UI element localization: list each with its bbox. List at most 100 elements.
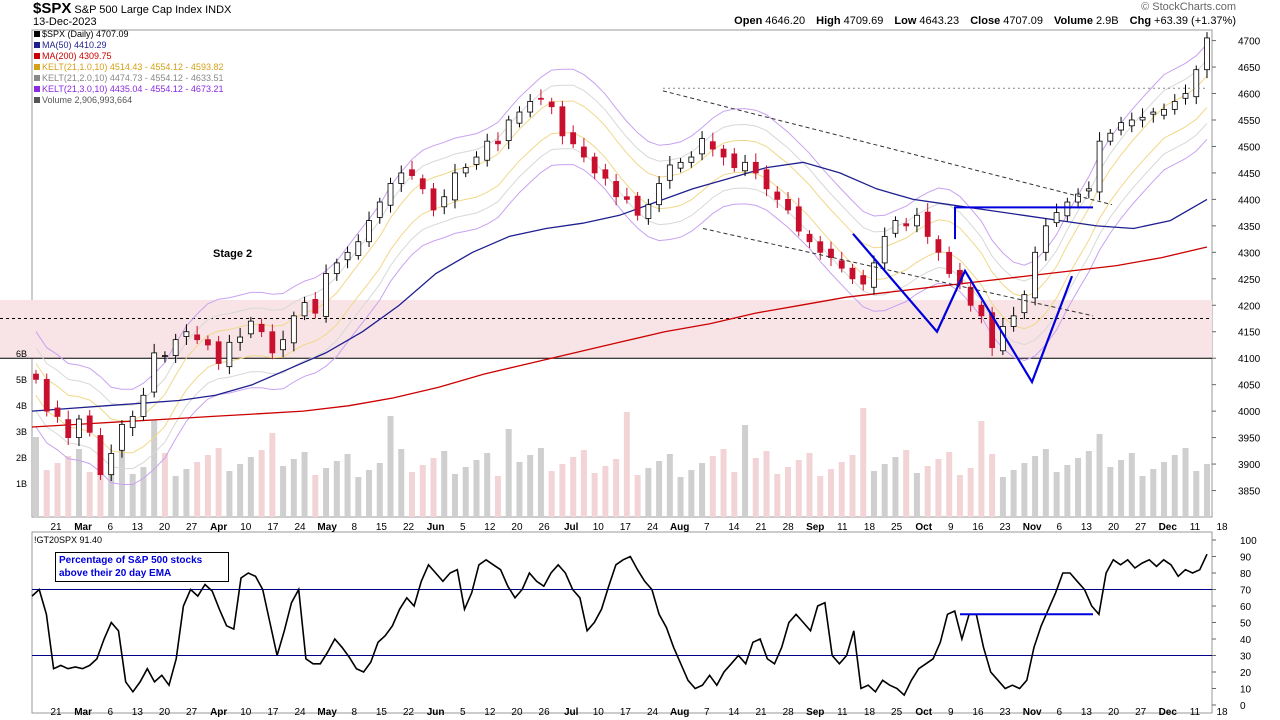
volume-bar (1053, 472, 1060, 517)
volume-bar (656, 461, 663, 517)
volume-bar (226, 471, 233, 517)
close-value: 4707.09 (1003, 15, 1043, 27)
chg-label: Chg (1129, 15, 1152, 27)
volume-bar (1075, 458, 1082, 517)
volume-bar (333, 461, 340, 517)
volume-tick-label: 6B (16, 349, 27, 359)
candle-body (967, 286, 974, 306)
x-tick-label: 22 (403, 522, 415, 533)
y-tick-label: 4650 (1238, 63, 1261, 74)
volume-bar (1182, 448, 1189, 517)
candle-body (1128, 119, 1135, 127)
x-tick-label: 5 (460, 707, 466, 718)
y-tick-label: 4350 (1238, 222, 1261, 233)
volume-tick-label: 3B (16, 427, 27, 437)
volume-bar (634, 475, 641, 517)
indicator-legend: !GT20SPX 91.40 (34, 535, 103, 545)
volume-bar (376, 463, 383, 517)
legend-entry: MA(200) 4309.75 (34, 51, 223, 62)
candle-body (1204, 37, 1210, 71)
ind-y-tick-label: 90 (1240, 553, 1252, 564)
candle-body (441, 196, 448, 208)
x-tick-label: 27 (1135, 522, 1147, 533)
volume-bar (161, 453, 168, 517)
close-label: Close (970, 15, 1001, 27)
y-tick-label: 4550 (1238, 116, 1261, 127)
candle-body (473, 156, 480, 165)
candle-body (162, 355, 168, 357)
candle-body (752, 161, 759, 174)
y-tick-label: 4100 (1238, 354, 1261, 365)
volume-bar (1204, 464, 1210, 517)
volume-bar (709, 456, 716, 517)
volume-bar (1032, 456, 1039, 517)
candle-body (1118, 122, 1124, 131)
volume-bar (419, 465, 426, 517)
volume-tick-label: 2B (16, 453, 27, 463)
legend-entry: Volume 2,906,993,664 (34, 95, 223, 106)
x-tick-label: 9 (948, 522, 954, 533)
candle-body (237, 336, 244, 343)
indicator-note-line1: Percentage of S&P 500 stocks (59, 555, 203, 566)
chart-title: $SPX S&P 500 Large Cap Index INDX (33, 0, 231, 17)
volume-bar (312, 475, 319, 517)
stage-label: Stage 2 (213, 248, 253, 260)
volume-bar (999, 477, 1006, 517)
ind-y-tick-label: 40 (1240, 635, 1252, 646)
ind-y-tick-label: 70 (1240, 586, 1252, 597)
x-tick-label: Oct (915, 707, 932, 718)
volume-bar (774, 474, 781, 517)
x-tick-label: 18 (864, 707, 876, 718)
volume-bar (989, 454, 996, 517)
volume-bar (1118, 460, 1125, 517)
candle-body (881, 236, 888, 264)
candle-body (33, 373, 39, 380)
chart-date: 13-Dec-2023 (33, 16, 97, 28)
x-tick-label: 12 (484, 707, 496, 718)
x-tick-label: 16 (972, 522, 984, 533)
candle-body (645, 204, 652, 219)
x-tick-label: 20 (1108, 522, 1120, 533)
candle-body (1107, 132, 1114, 142)
x-tick-label: 13 (132, 522, 144, 533)
candle-body (1075, 193, 1081, 203)
x-tick-label: Apr (210, 707, 227, 718)
x-tick-label: Jul (564, 522, 579, 533)
volume-bar (129, 474, 136, 517)
volume-bar (366, 470, 373, 517)
volume-bar (516, 462, 523, 517)
candle-body (1021, 294, 1028, 314)
candle-body (677, 161, 684, 169)
candle-body (86, 415, 93, 433)
x-tick-label: 6 (107, 522, 113, 533)
volume-bar (1085, 451, 1092, 517)
x-tick-label: 6 (1057, 707, 1063, 718)
low-label: Low (894, 15, 917, 27)
volume-bar (677, 477, 684, 517)
candle-body (204, 339, 211, 346)
open-label: Open (734, 15, 763, 27)
x-tick-label: 15 (376, 522, 388, 533)
y-tick-label: 4500 (1238, 142, 1261, 153)
candle-body (548, 101, 555, 108)
ma200-line (31, 246, 1208, 428)
legend-text: KELT(21,1.0,10) 4514.43 - 4554.12 - 4593… (42, 62, 224, 72)
legend-swatch (34, 75, 40, 81)
volume-bar (1107, 467, 1114, 517)
volume-bar (978, 421, 985, 517)
double-bottom-pattern (852, 233, 1074, 385)
candle-body (387, 183, 394, 206)
y-tick-label: 4600 (1238, 90, 1261, 101)
legend-text: Volume 2,906,993,664 (42, 95, 133, 105)
legend-entry: KELT(21,1.0,10) 4514.43 - 4554.12 - 4593… (34, 62, 223, 73)
candle-body (656, 183, 663, 206)
ind-y-tick-label: 30 (1240, 652, 1252, 663)
candle-body (860, 275, 867, 285)
candle-body (1053, 212, 1060, 224)
x-tick-label: 28 (783, 522, 795, 533)
volume-bar (1161, 462, 1168, 517)
legend-swatch (34, 42, 40, 48)
volume-bar (613, 459, 620, 517)
volume-bar (742, 425, 749, 517)
x-tick-label: Mar (74, 522, 92, 533)
